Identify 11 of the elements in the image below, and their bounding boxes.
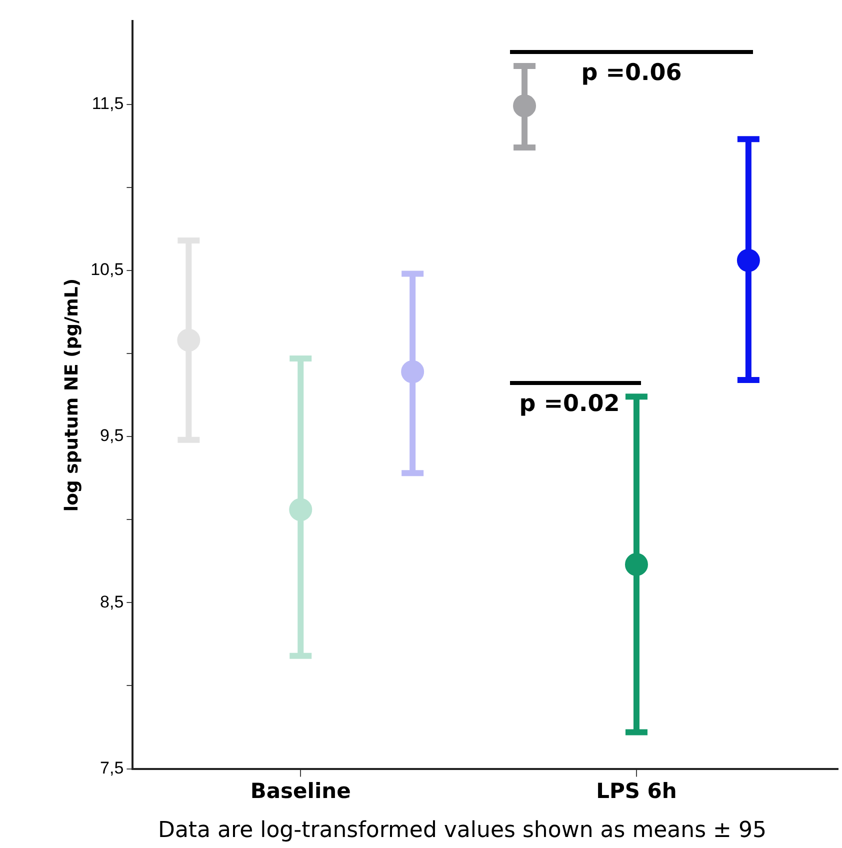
y-tick-label: 9,5: [100, 426, 124, 446]
y-axis-title: log sputum NE (pg/mL): [61, 278, 82, 512]
y-tick-label: 8,5: [100, 592, 124, 612]
y-tick-label: 7,5: [100, 758, 124, 778]
x-tick-label: Baseline: [250, 778, 351, 803]
text: Data are log-transformed values shown as means ± 95: [158, 818, 766, 843]
annotation: p =0.06: [580, 60, 683, 86]
annotation: p =0.02: [518, 390, 621, 417]
x-tick-label: LPS 6h: [596, 778, 677, 803]
y-tick-label: 11,5: [92, 94, 124, 113]
y-tick-label: 10,5: [90, 260, 124, 280]
